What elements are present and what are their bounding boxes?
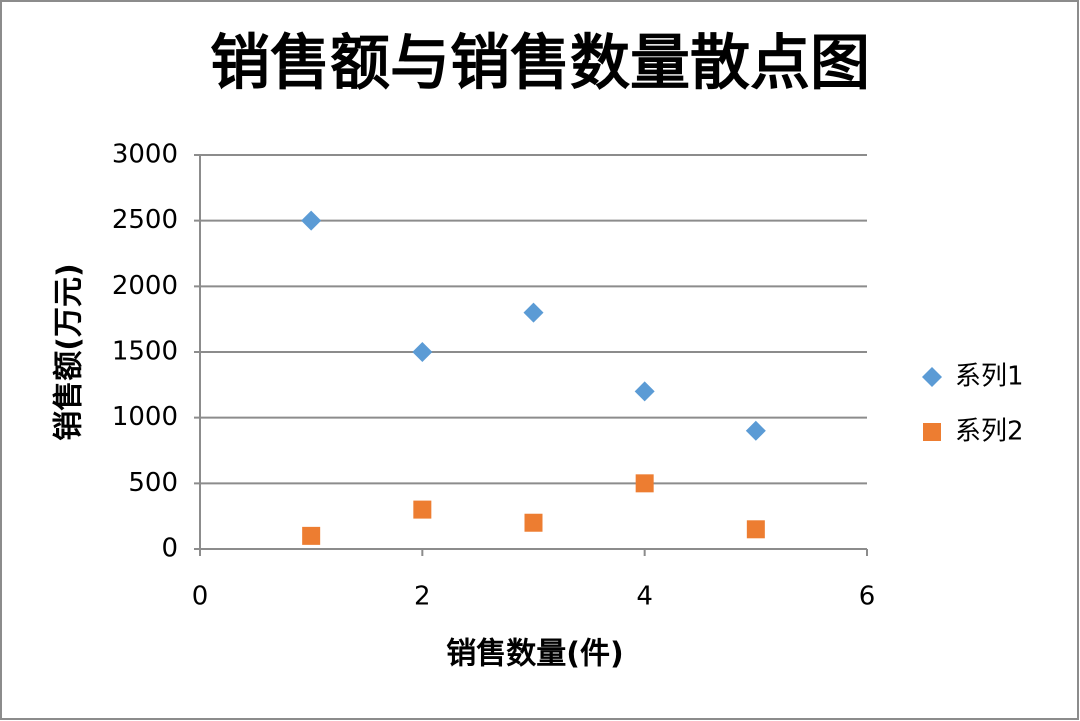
legend-label: 系列1 [955, 362, 1024, 392]
point [634, 381, 655, 402]
x-axis-label: 销售数量(件) [446, 637, 623, 672]
x-tick-label: 6 [859, 582, 876, 612]
point [413, 500, 432, 519]
y-tick-label: 2000 [112, 271, 178, 301]
chart-title: 销售额与销售数量散点图 [210, 29, 870, 99]
y-tick-label: 500 [128, 468, 178, 498]
point [523, 302, 544, 323]
legend-marker [922, 367, 942, 387]
point [745, 420, 766, 441]
x-tick-label: 0 [192, 582, 209, 612]
point [524, 513, 543, 532]
point [635, 474, 654, 493]
x-tick-label: 2 [414, 582, 431, 612]
y-tick-label: 3000 [112, 140, 178, 170]
y-tick-label: 1500 [112, 337, 178, 367]
y-axis-label: 销售额(万元) [52, 263, 87, 440]
y-tick-label: 0 [161, 534, 178, 564]
legend-label: 系列2 [955, 417, 1024, 447]
point [412, 342, 433, 362]
y-tick-label: 1000 [112, 402, 178, 432]
legend-marker [923, 423, 941, 441]
x-tick-label: 4 [636, 582, 653, 612]
point [302, 526, 321, 545]
point [301, 210, 322, 231]
y-tick-label: 2500 [112, 205, 178, 235]
point [746, 520, 765, 539]
